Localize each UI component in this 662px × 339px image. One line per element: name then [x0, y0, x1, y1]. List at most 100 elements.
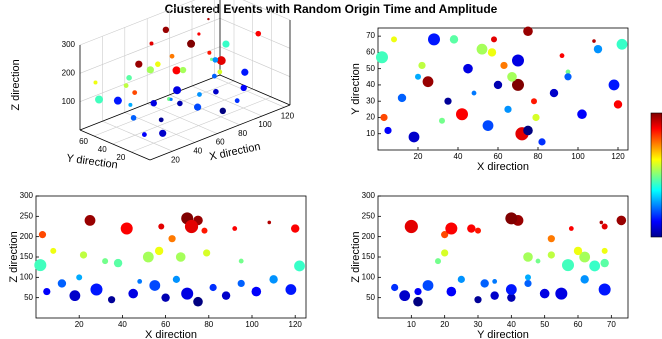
event-point	[505, 212, 518, 225]
event-point	[531, 98, 537, 105]
event-point	[207, 50, 212, 55]
event-point	[408, 131, 420, 143]
event-point	[222, 40, 230, 48]
event-point	[538, 138, 546, 146]
event-point	[255, 30, 262, 37]
y-axis-label: Y direction	[66, 152, 119, 171]
y-tick-label: 200	[362, 232, 376, 241]
event-point	[149, 280, 161, 291]
event-point	[294, 260, 305, 272]
event-point	[216, 56, 226, 65]
event-point	[169, 97, 173, 101]
event-point	[181, 287, 194, 300]
event-point	[203, 249, 211, 257]
x-tick-label: 10	[407, 320, 416, 329]
event-point	[135, 60, 143, 68]
event-point	[169, 53, 175, 59]
event-point	[441, 231, 449, 239]
event-point	[123, 83, 129, 89]
event-point	[212, 57, 219, 63]
event-point	[399, 290, 411, 302]
event-point	[177, 100, 183, 107]
grid-line	[214, 76, 285, 108]
plot-area	[377, 27, 629, 151]
event-point	[446, 286, 457, 297]
y-tick-label: 40	[98, 145, 107, 154]
z-tick-label: 100	[62, 97, 76, 106]
event-point	[490, 291, 499, 300]
event-point	[95, 95, 104, 104]
event-point	[108, 296, 116, 304]
event-point	[598, 283, 611, 296]
x-tick-label: 40	[454, 152, 463, 161]
y-tick-label: 10	[366, 129, 375, 138]
event-point	[457, 275, 465, 283]
event-point	[43, 287, 51, 296]
event-point	[193, 296, 203, 307]
event-point	[158, 223, 165, 230]
y-tick-label: 250	[20, 211, 34, 220]
event-point	[173, 86, 182, 95]
event-point	[210, 57, 214, 61]
y-tick-label: 50	[24, 293, 33, 302]
event-point	[555, 287, 568, 300]
event-point	[445, 222, 458, 235]
event-point	[415, 73, 421, 80]
event-point	[549, 88, 559, 98]
event-point	[79, 251, 88, 259]
y-tick-label: 30	[366, 96, 375, 105]
event-point	[418, 61, 426, 70]
y-axis-label: Z direction	[350, 231, 362, 282]
grid-line	[242, 0, 291, 21]
event-point	[84, 215, 96, 226]
event-point	[523, 252, 533, 262]
x-tick-label: 70	[607, 320, 616, 329]
event-point	[142, 251, 154, 263]
event-point	[291, 224, 300, 233]
event-point	[384, 126, 392, 135]
event-point	[34, 259, 47, 272]
event-point	[376, 51, 388, 64]
event-point	[391, 36, 397, 43]
event-point	[507, 72, 517, 82]
event-point	[577, 109, 587, 120]
x-tick-label: 20	[75, 320, 84, 329]
event-point	[154, 246, 164, 256]
event-point	[76, 274, 83, 281]
event-point	[580, 275, 589, 284]
event-point	[251, 286, 262, 297]
grid-line	[191, 85, 263, 117]
event-point	[137, 279, 143, 284]
axis-line	[79, 74, 221, 131]
grid-line	[219, 18, 291, 49]
event-point	[568, 226, 574, 231]
event-point	[69, 290, 81, 302]
y-tick-label: 300	[362, 191, 376, 200]
grid-line	[112, 88, 253, 145]
y-axis-label: Z direction	[8, 231, 20, 282]
event-point	[435, 258, 441, 265]
event-point	[492, 279, 498, 284]
event-point	[491, 36, 497, 43]
event-point	[113, 258, 123, 268]
event-point	[600, 258, 609, 268]
axis-line	[79, 129, 151, 161]
y-tick-label: 20	[116, 153, 125, 162]
event-point	[422, 76, 434, 88]
x-axis-label: X direction	[145, 329, 197, 339]
event-point	[573, 246, 583, 256]
x-tick-label: 20	[171, 155, 180, 164]
event-point	[539, 288, 550, 299]
event-point	[428, 33, 440, 46]
event-point	[150, 100, 157, 107]
x-tick-label: 100	[571, 152, 585, 161]
figure-title: Clustered Events with Random Origin Time…	[165, 2, 498, 16]
event-point	[50, 247, 57, 254]
x-tick-label: 60	[574, 320, 583, 329]
event-point	[184, 219, 199, 234]
x-tick-label: 40	[118, 320, 127, 329]
colorbar	[650, 112, 662, 238]
y-tick-label: 200	[20, 232, 34, 241]
x-tick-label: 120	[289, 320, 303, 329]
event-point	[194, 103, 202, 111]
